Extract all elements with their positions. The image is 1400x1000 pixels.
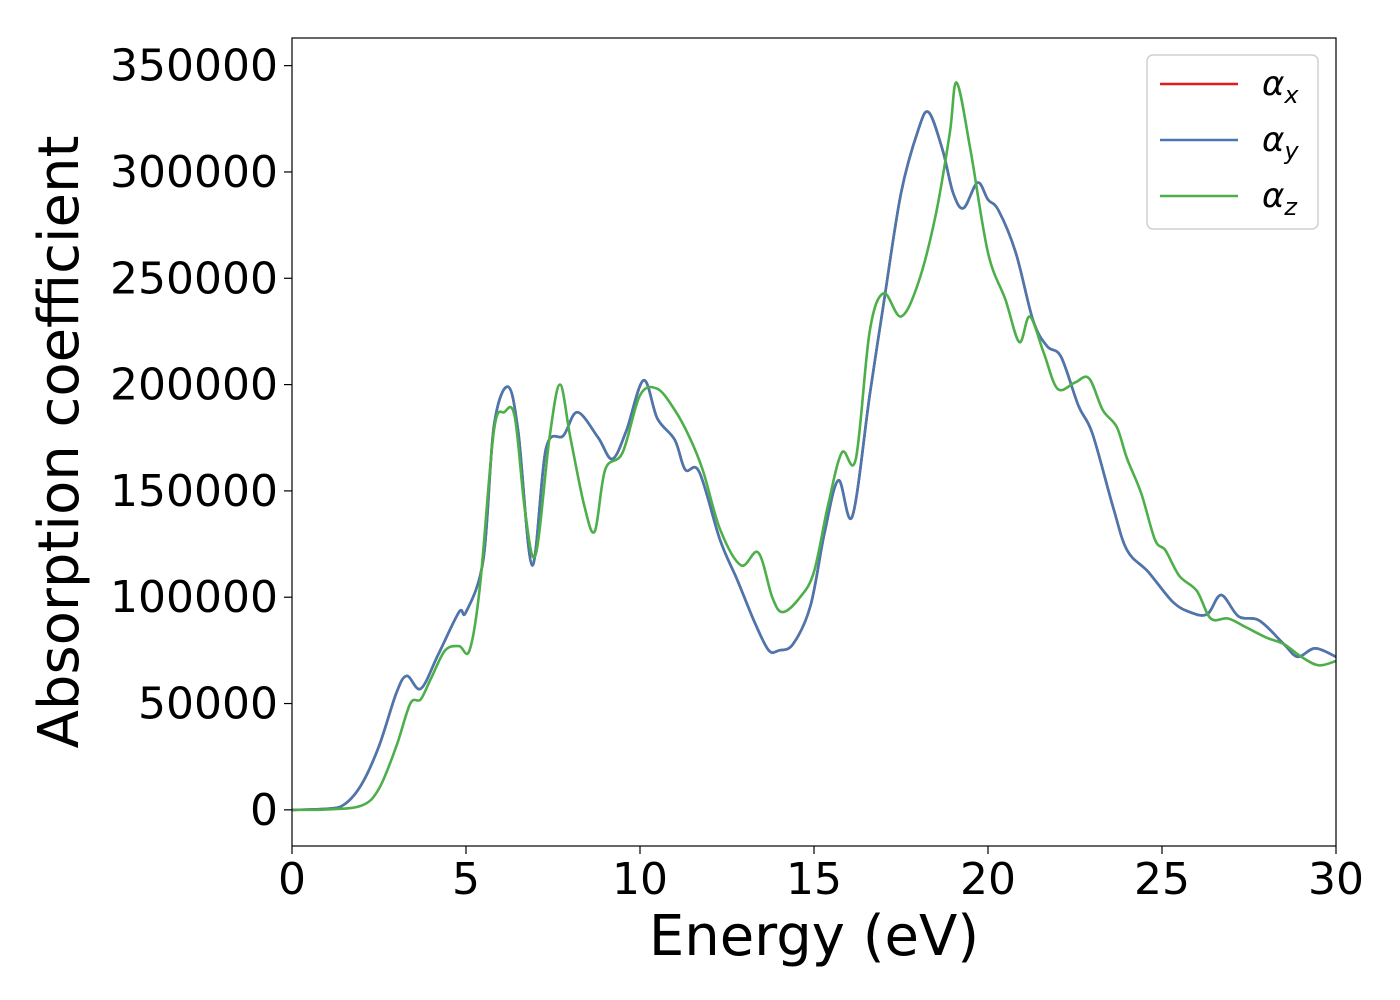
x-tick-label: 10 bbox=[612, 854, 668, 905]
y-tick-label: 50000 bbox=[138, 679, 278, 730]
series-line-alpha-y bbox=[291, 110, 1337, 812]
x-tick-label: 0 bbox=[278, 854, 306, 905]
series-line-alpha-z bbox=[291, 81, 1337, 812]
x-tick-label: 15 bbox=[786, 854, 842, 905]
legend-label-alpha-z: αz bbox=[1262, 176, 1298, 221]
series-layer bbox=[291, 81, 1337, 812]
x-tick-label: 25 bbox=[1134, 854, 1190, 905]
y-tick-label: 250000 bbox=[110, 253, 278, 304]
x-tick-label: 5 bbox=[452, 854, 480, 905]
y-tick-label: 100000 bbox=[110, 572, 278, 623]
x-axis-title: Energy (eV) bbox=[649, 904, 979, 969]
x-tick-label: 30 bbox=[1308, 854, 1364, 905]
x-axis: 0 5 10 15 20 25 30 bbox=[278, 846, 1364, 905]
x-tick-label: 20 bbox=[960, 854, 1016, 905]
y-tick-label: 200000 bbox=[110, 360, 278, 411]
legend: αx αy αz bbox=[1146, 54, 1319, 230]
y-tick-label: 150000 bbox=[110, 466, 278, 517]
y-axis-title: Absorption coefficient bbox=[27, 136, 92, 749]
y-tick-label: 350000 bbox=[110, 41, 278, 92]
y-tick-label: 0 bbox=[250, 785, 278, 836]
y-tick-label: 300000 bbox=[110, 147, 278, 198]
legend-label-alpha-x: αx bbox=[1262, 64, 1299, 109]
legend-label-alpha-y: αy bbox=[1262, 120, 1299, 165]
y-axis: 0 50000 100000 150000 200000 250000 300000 3500… bbox=[110, 41, 292, 836]
legend-box bbox=[1146, 54, 1319, 230]
